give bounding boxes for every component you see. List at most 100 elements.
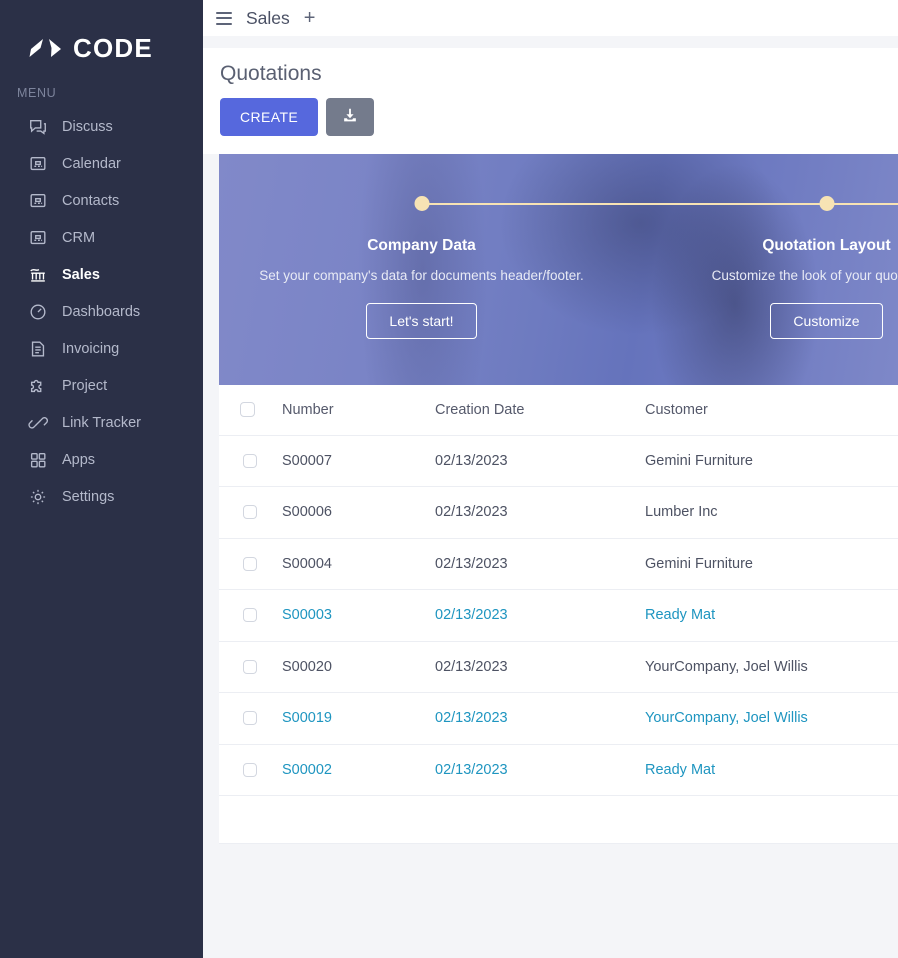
sales-icon — [27, 264, 48, 285]
onboarding-step-quotation-layout: Quotation Layout Customize the look of y… — [624, 154, 898, 385]
column-header-creation-date[interactable]: Creation Date — [435, 385, 645, 436]
row-select-cell — [219, 486, 282, 539]
sidebar-item-calendar[interactable]: Calendar — [0, 145, 203, 182]
table-row[interactable]: S00003 02/13/2023 Ready Mat — [219, 589, 898, 642]
main-content: Sales + Quotations CREATE — [203, 0, 898, 958]
onboarding-banner: Company Data Set your company's data for… — [219, 154, 898, 385]
code-chevron-logo-icon — [29, 36, 63, 60]
download-tray-icon — [341, 107, 359, 128]
table-row[interactable]: S00002 02/13/2023 Ready Mat — [219, 744, 898, 796]
row-select-cell — [219, 589, 282, 642]
invoicing-icon — [27, 338, 48, 359]
cell-creation-date: 02/13/2023 — [435, 744, 645, 796]
create-button[interactable]: CREATE — [220, 98, 319, 136]
step-dot-icon[interactable] — [819, 196, 834, 211]
table-row[interactable]: S00004 02/13/2023 Gemini Furniture — [219, 538, 898, 590]
sidebar-section-label: MENU — [17, 86, 57, 100]
row-checkbox[interactable] — [243, 556, 257, 571]
sidebar-item-link-tracker[interactable]: Link Tracker — [0, 404, 203, 441]
row-checkbox[interactable] — [243, 711, 257, 726]
table-header: Number Creation Date Customer — [219, 385, 898, 436]
dashboards-icon — [27, 301, 48, 322]
table-body: S00007 02/13/2023 Gemini Furniture S0000… — [219, 435, 898, 844]
sidebar-item-label: Invoicing — [62, 340, 120, 357]
select-all-checkbox[interactable] — [240, 402, 255, 418]
cell-customer: Ready Mat — [645, 744, 898, 796]
row-select-cell — [219, 692, 282, 745]
apps-grid-icon — [27, 449, 48, 470]
filler-cell — [435, 795, 645, 844]
gear-icon — [27, 486, 48, 507]
row-checkbox[interactable] — [243, 659, 257, 674]
topbar-title: Sales — [246, 7, 290, 28]
sidebar-item-label: Settings — [62, 488, 115, 505]
page-header-panel: Quotations CREATE — [203, 48, 898, 154]
sidebar-item-label: Discuss — [62, 118, 113, 135]
table-footer-space — [203, 844, 898, 906]
sidebar-item-invoicing[interactable]: Invoicing — [0, 330, 203, 367]
contacts-icon — [27, 190, 48, 211]
topbar: Sales + — [203, 0, 898, 36]
row-select-cell — [219, 435, 282, 487]
cell-customer: YourCompany, Joel Willis — [645, 641, 898, 693]
table-row[interactable]: S00020 02/13/2023 YourCompany, Joel Will… — [219, 641, 898, 693]
filler-cell — [282, 795, 435, 844]
sidebar-item-label: Project — [62, 377, 108, 394]
cell-number: S00007 — [282, 435, 435, 487]
step-description: Set your company's data for documents he… — [259, 268, 584, 283]
step-title: Quotation Layout — [762, 237, 891, 254]
row-checkbox[interactable] — [243, 762, 257, 777]
cell-number: S00020 — [282, 641, 435, 693]
onboarding-step-company-data: Company Data Set your company's data for… — [219, 154, 827, 385]
brand-name: CODE — [73, 32, 153, 63]
row-checkbox[interactable] — [243, 608, 257, 623]
sidebar-item-label: Link Tracker — [62, 414, 141, 431]
table-header-row: Number Creation Date Customer — [219, 385, 898, 436]
table-row[interactable]: S00007 02/13/2023 Gemini Furniture — [219, 435, 898, 487]
row-checkbox[interactable] — [243, 453, 257, 468]
step-description: Customize the look of your quotations. — [711, 268, 898, 283]
table-row[interactable]: S00006 02/13/2023 Lumber Inc — [219, 486, 898, 539]
cell-customer: Lumber Inc — [645, 486, 898, 539]
column-header-customer[interactable]: Customer — [645, 385, 898, 436]
sidebar-item-project[interactable]: Project — [0, 367, 203, 404]
cell-number: S00002 — [282, 744, 435, 796]
step-dot-icon[interactable] — [414, 196, 429, 211]
crm-icon — [27, 227, 48, 248]
import-button[interactable] — [326, 98, 375, 136]
row-checkbox[interactable] — [243, 505, 257, 520]
hamburger-icon[interactable] — [216, 11, 232, 25]
quotations-table: Number Creation Date Customer S00007 02/… — [219, 385, 898, 844]
cell-customer: Gemini Furniture — [645, 538, 898, 590]
page-action-bar: CREATE — [220, 98, 898, 136]
sidebar-item-settings[interactable]: Settings — [0, 478, 203, 515]
sidebar-nav: Discuss Calendar Contacts CRM — [0, 106, 203, 515]
cell-number: S00019 — [282, 692, 435, 745]
table-filler-row — [219, 795, 898, 844]
select-all-header — [219, 385, 282, 436]
sidebar-item-apps[interactable]: Apps — [0, 441, 203, 478]
sidebar-item-sales[interactable]: Sales — [0, 256, 203, 293]
page-title: Quotations — [220, 62, 322, 85]
sidebar-item-label: Dashboards — [62, 303, 141, 320]
add-tab-button[interactable]: + — [303, 7, 316, 29]
cell-creation-date: 02/13/2023 — [435, 692, 645, 745]
sidebar-item-discuss[interactable]: Discuss — [0, 108, 203, 145]
customize-button[interactable]: Customize — [770, 303, 883, 339]
cell-creation-date: 02/13/2023 — [435, 435, 645, 487]
sidebar-item-contacts[interactable]: Contacts — [0, 182, 203, 219]
sidebar-item-label: Calendar — [62, 155, 121, 172]
row-select-cell — [219, 744, 282, 796]
table-row[interactable]: S00019 02/13/2023 YourCompany, Joel Will… — [219, 692, 898, 745]
sidebar-item-dashboards[interactable]: Dashboards — [0, 293, 203, 330]
sidebar-item-label: CRM — [62, 229, 96, 246]
sidebar: CODE MENU Discuss Calendar Contacts — [0, 0, 203, 958]
brand[interactable]: CODE — [0, 0, 203, 74]
discuss-icon — [27, 116, 48, 137]
sidebar-item-label: Sales — [62, 266, 100, 283]
sidebar-item-crm[interactable]: CRM — [0, 219, 203, 256]
lets-start-button[interactable]: Let's start! — [366, 303, 477, 339]
column-header-number[interactable]: Number — [282, 385, 435, 436]
quotations-table-container: Number Creation Date Customer S00007 02/… — [219, 385, 898, 844]
